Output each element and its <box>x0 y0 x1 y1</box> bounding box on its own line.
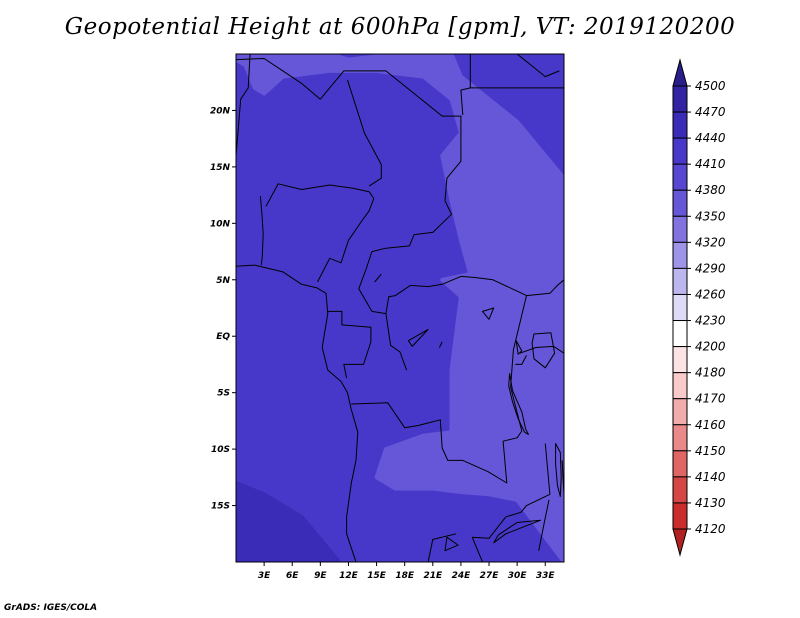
lon-tick-label: 9E <box>314 571 327 581</box>
shading-region-4440 <box>236 481 342 562</box>
border-line <box>469 54 564 89</box>
map-area <box>236 54 564 562</box>
lake-outline <box>508 373 529 435</box>
lat-tick-label: 10N <box>210 219 231 229</box>
lon-tick-label: 33E <box>536 571 556 581</box>
lon-tick-label: 24E <box>452 571 472 581</box>
colorbar-label: 4230 <box>695 314 726 328</box>
colorbar-swatch <box>672 346 688 374</box>
lat-tick-label: 5S <box>217 389 230 399</box>
colorbar-label: 4170 <box>695 392 726 406</box>
border-line <box>515 355 527 365</box>
border-line <box>236 58 527 484</box>
colorbar-label: 4410 <box>695 157 726 171</box>
colorbar-bottom-triangle <box>672 528 688 557</box>
border-line <box>526 279 564 297</box>
colorbar-label: 4120 <box>695 522 726 536</box>
border-line <box>347 79 382 187</box>
lake-outline <box>531 332 556 369</box>
colorbar-label: 4160 <box>695 418 726 432</box>
border-line <box>471 537 483 562</box>
colorbar-swatch <box>672 163 688 191</box>
border-line <box>236 264 359 562</box>
lake-outline <box>493 519 542 544</box>
lake-outline <box>407 328 429 347</box>
border-line <box>516 54 560 78</box>
colorbar-label: 4130 <box>695 496 726 510</box>
lon-tick-label: 3E <box>258 571 271 581</box>
colorbar-swatch <box>672 320 688 348</box>
lon-tick-label: 21E <box>423 571 443 581</box>
lat-tick-label: 15S <box>211 502 230 512</box>
colorbar-swatch <box>672 293 688 322</box>
lat-tick-label: 5N <box>216 276 230 286</box>
border-line <box>236 54 251 156</box>
lon-tick-label: 15E <box>367 571 387 581</box>
map-frame <box>235 53 565 563</box>
colorbar-swatch <box>672 215 688 243</box>
colorbar-swatch <box>672 85 688 113</box>
colorbar-swatch <box>672 476 688 504</box>
colorbar-swatch <box>672 111 688 139</box>
border-line <box>519 345 564 354</box>
border-line <box>259 196 264 266</box>
lon-tick-label: 30E <box>508 571 528 581</box>
lake-outline <box>515 340 523 355</box>
colorbar-label: 4200 <box>695 340 726 354</box>
border-line <box>538 499 550 551</box>
colorbar-label: 4380 <box>695 183 726 197</box>
border-line <box>427 533 457 562</box>
border-line <box>460 87 471 116</box>
colorbar-swatch <box>672 424 688 452</box>
border-line <box>438 341 443 348</box>
colorbar-top-triangle <box>672 58 688 87</box>
lon-tick-label: 27E <box>480 571 500 581</box>
colorbar-label: 4440 <box>695 131 726 145</box>
lon-tick-label: 18E <box>395 571 415 581</box>
border-line <box>265 183 375 283</box>
colorbar-swatch <box>672 267 688 295</box>
colorbar-swatch <box>672 502 688 530</box>
lon-tick-label: 12E <box>339 571 359 581</box>
colorbar-swatch <box>672 189 688 217</box>
colorbar-label: 4500 <box>695 79 726 93</box>
lat-tick-label: EQ <box>216 332 230 342</box>
colorbar-swatch <box>672 450 688 478</box>
colorbar-label: 4150 <box>695 444 726 458</box>
lake-outline <box>444 536 459 552</box>
border-line <box>327 310 372 379</box>
colorbar-label: 4320 <box>695 235 726 249</box>
lon-tick-label: 6E <box>286 571 299 581</box>
colorbar-label: 4350 <box>695 209 726 223</box>
border-line <box>385 313 408 371</box>
colorbar-label: 4140 <box>695 470 726 484</box>
colorbar-swatch <box>672 137 688 165</box>
lake-outline <box>482 307 495 320</box>
chart-title: Geopotential Height at 600hPa [gpm], VT:… <box>64 14 736 40</box>
colorbar-swatch <box>672 241 688 269</box>
colorbar-label: 4290 <box>695 261 726 275</box>
lat-tick-label: 20N <box>210 106 231 116</box>
colorbar-label: 4180 <box>695 366 726 380</box>
colorbar-swatch <box>672 398 688 426</box>
border-line <box>374 273 382 283</box>
colorbar-label: 4260 <box>695 287 726 301</box>
lat-tick-label: 15N <box>210 163 231 173</box>
axis-ticks: 20N 15N 10N 5N EQ 5S 10S 15S 3E 6E 9E 12E 15E 18E 21E 2… <box>210 106 556 581</box>
lake-outline <box>555 443 562 497</box>
colorbar-swatch <box>672 372 688 400</box>
colorbar-label: 4470 <box>695 105 726 119</box>
colorbar: 4500 4470 4440 4410 4380 4350 4320 4290 4260 4230… <box>672 58 726 557</box>
grads-credit: GrADS: IGES/COLA <box>4 603 98 613</box>
border-line <box>472 443 551 539</box>
lat-tick-label: 10S <box>211 445 230 455</box>
